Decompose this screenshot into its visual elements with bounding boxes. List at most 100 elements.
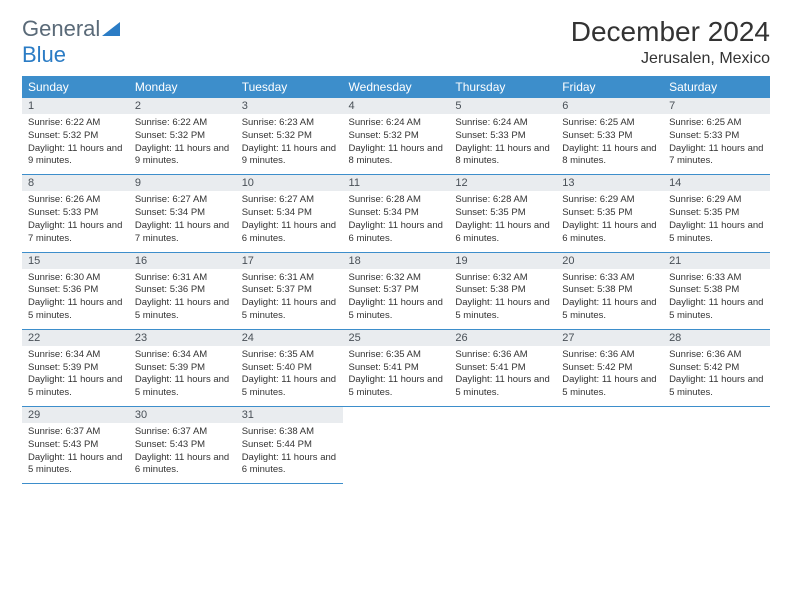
sunset-text: Sunset: 5:33 PM <box>562 130 657 143</box>
day-body: Sunrise: 6:36 AMSunset: 5:41 PMDaylight:… <box>449 346 556 406</box>
daylight-text: Daylight: 11 hours and 5 minutes. <box>669 297 764 323</box>
sunrise-text: Sunrise: 6:22 AM <box>28 117 123 130</box>
sunset-text: Sunset: 5:38 PM <box>455 284 550 297</box>
calendar-cell: 9Sunrise: 6:27 AMSunset: 5:34 PMDaylight… <box>129 175 236 252</box>
calendar-cell <box>663 407 770 484</box>
daylight-text: Daylight: 11 hours and 5 minutes. <box>455 374 550 400</box>
calendar-cell: 8Sunrise: 6:26 AMSunset: 5:33 PMDaylight… <box>22 175 129 252</box>
sunrise-text: Sunrise: 6:24 AM <box>349 117 444 130</box>
calendar-cell: 25Sunrise: 6:35 AMSunset: 5:41 PMDayligh… <box>343 329 450 406</box>
sunrise-text: Sunrise: 6:25 AM <box>669 117 764 130</box>
day-number: 10 <box>236 175 343 191</box>
day-body: Sunrise: 6:32 AMSunset: 5:38 PMDaylight:… <box>449 269 556 329</box>
daylight-text: Daylight: 11 hours and 6 minutes. <box>242 220 337 246</box>
day-header-row: Sunday Monday Tuesday Wednesday Thursday… <box>22 76 770 98</box>
calendar-cell: 26Sunrise: 6:36 AMSunset: 5:41 PMDayligh… <box>449 329 556 406</box>
sunrise-text: Sunrise: 6:29 AM <box>669 194 764 207</box>
daylight-text: Daylight: 11 hours and 6 minutes. <box>455 220 550 246</box>
calendar-week-row: 15Sunrise: 6:30 AMSunset: 5:36 PMDayligh… <box>22 252 770 329</box>
calendar-cell: 4Sunrise: 6:24 AMSunset: 5:32 PMDaylight… <box>343 98 450 175</box>
sunset-text: Sunset: 5:34 PM <box>349 207 444 220</box>
day-number: 26 <box>449 330 556 346</box>
day-number: 16 <box>129 253 236 269</box>
calendar-table: Sunday Monday Tuesday Wednesday Thursday… <box>22 76 770 484</box>
calendar-cell: 19Sunrise: 6:32 AMSunset: 5:38 PMDayligh… <box>449 252 556 329</box>
calendar-cell: 12Sunrise: 6:28 AMSunset: 5:35 PMDayligh… <box>449 175 556 252</box>
sunrise-text: Sunrise: 6:33 AM <box>562 272 657 285</box>
daylight-text: Daylight: 11 hours and 5 minutes. <box>242 374 337 400</box>
sunrise-text: Sunrise: 6:33 AM <box>669 272 764 285</box>
day-number: 11 <box>343 175 450 191</box>
daylight-text: Daylight: 11 hours and 9 minutes. <box>28 143 123 169</box>
sunset-text: Sunset: 5:32 PM <box>242 130 337 143</box>
daylight-text: Daylight: 11 hours and 5 minutes. <box>349 374 444 400</box>
day-number: 14 <box>663 175 770 191</box>
day-body: Sunrise: 6:32 AMSunset: 5:37 PMDaylight:… <box>343 269 450 329</box>
daylight-text: Daylight: 11 hours and 5 minutes. <box>669 220 764 246</box>
calendar-cell: 2Sunrise: 6:22 AMSunset: 5:32 PMDaylight… <box>129 98 236 175</box>
calendar-cell: 31Sunrise: 6:38 AMSunset: 5:44 PMDayligh… <box>236 407 343 484</box>
sunset-text: Sunset: 5:41 PM <box>455 362 550 375</box>
day-body: Sunrise: 6:27 AMSunset: 5:34 PMDaylight:… <box>129 191 236 251</box>
sunset-text: Sunset: 5:36 PM <box>135 284 230 297</box>
daylight-text: Daylight: 11 hours and 9 minutes. <box>242 143 337 169</box>
sunrise-text: Sunrise: 6:27 AM <box>135 194 230 207</box>
daylight-text: Daylight: 11 hours and 5 minutes. <box>242 297 337 323</box>
sunset-text: Sunset: 5:33 PM <box>669 130 764 143</box>
day-body: Sunrise: 6:24 AMSunset: 5:33 PMDaylight:… <box>449 114 556 174</box>
daylight-text: Daylight: 11 hours and 7 minutes. <box>28 220 123 246</box>
sunset-text: Sunset: 5:42 PM <box>562 362 657 375</box>
sunrise-text: Sunrise: 6:23 AM <box>242 117 337 130</box>
day-number: 4 <box>343 98 450 114</box>
day-number: 13 <box>556 175 663 191</box>
calendar-cell: 6Sunrise: 6:25 AMSunset: 5:33 PMDaylight… <box>556 98 663 175</box>
daylight-text: Daylight: 11 hours and 5 minutes. <box>455 297 550 323</box>
calendar-cell: 17Sunrise: 6:31 AMSunset: 5:37 PMDayligh… <box>236 252 343 329</box>
sunset-text: Sunset: 5:33 PM <box>455 130 550 143</box>
calendar-cell: 10Sunrise: 6:27 AMSunset: 5:34 PMDayligh… <box>236 175 343 252</box>
calendar-cell: 15Sunrise: 6:30 AMSunset: 5:36 PMDayligh… <box>22 252 129 329</box>
sunset-text: Sunset: 5:37 PM <box>242 284 337 297</box>
calendar-week-row: 8Sunrise: 6:26 AMSunset: 5:33 PMDaylight… <box>22 175 770 252</box>
day-body: Sunrise: 6:27 AMSunset: 5:34 PMDaylight:… <box>236 191 343 251</box>
day-body: Sunrise: 6:33 AMSunset: 5:38 PMDaylight:… <box>556 269 663 329</box>
sunset-text: Sunset: 5:43 PM <box>135 439 230 452</box>
sunrise-text: Sunrise: 6:32 AM <box>349 272 444 285</box>
sunrise-text: Sunrise: 6:35 AM <box>349 349 444 362</box>
day-number: 1 <box>22 98 129 114</box>
calendar-cell <box>449 407 556 484</box>
calendar-cell <box>556 407 663 484</box>
day-number: 18 <box>343 253 450 269</box>
day-body: Sunrise: 6:26 AMSunset: 5:33 PMDaylight:… <box>22 191 129 251</box>
calendar-cell: 22Sunrise: 6:34 AMSunset: 5:39 PMDayligh… <box>22 329 129 406</box>
day-number: 29 <box>22 407 129 423</box>
daylight-text: Daylight: 11 hours and 9 minutes. <box>135 143 230 169</box>
calendar-cell: 27Sunrise: 6:36 AMSunset: 5:42 PMDayligh… <box>556 329 663 406</box>
sunset-text: Sunset: 5:40 PM <box>242 362 337 375</box>
day-number: 8 <box>22 175 129 191</box>
day-body: Sunrise: 6:37 AMSunset: 5:43 PMDaylight:… <box>129 423 236 483</box>
daylight-text: Daylight: 11 hours and 5 minutes. <box>135 374 230 400</box>
calendar-week-row: 22Sunrise: 6:34 AMSunset: 5:39 PMDayligh… <box>22 329 770 406</box>
sunset-text: Sunset: 5:32 PM <box>135 130 230 143</box>
daylight-text: Daylight: 11 hours and 6 minutes. <box>349 220 444 246</box>
day-header: Tuesday <box>236 76 343 98</box>
sunrise-text: Sunrise: 6:37 AM <box>135 426 230 439</box>
calendar-cell: 11 Sunrise: 6:28 AMSunset: 5:34 PMDayligh… <box>343 175 450 252</box>
logo-word-1: General <box>22 16 100 41</box>
day-body: Sunrise: 6:38 AMSunset: 5:44 PMDaylight:… <box>236 423 343 483</box>
day-number: 12 <box>449 175 556 191</box>
sunset-text: Sunset: 5:32 PM <box>349 130 444 143</box>
day-header: Friday <box>556 76 663 98</box>
daylight-text: Daylight: 11 hours and 6 minutes. <box>562 220 657 246</box>
daylight-text: Daylight: 11 hours and 5 minutes. <box>135 297 230 323</box>
logo-triangle-icon <box>102 16 120 42</box>
calendar-cell: 7Sunrise: 6:25 AMSunset: 5:33 PMDaylight… <box>663 98 770 175</box>
day-body: Sunrise: 6:31 AMSunset: 5:36 PMDaylight:… <box>129 269 236 329</box>
calendar-cell: 20Sunrise: 6:33 AMSunset: 5:38 PMDayligh… <box>556 252 663 329</box>
sunrise-text: Sunrise: 6:28 AM <box>349 194 444 207</box>
sunset-text: Sunset: 5:42 PM <box>669 362 764 375</box>
daylight-text: Daylight: 11 hours and 6 minutes. <box>135 452 230 478</box>
day-number: 17 <box>236 253 343 269</box>
daylight-text: Daylight: 11 hours and 5 minutes. <box>349 297 444 323</box>
